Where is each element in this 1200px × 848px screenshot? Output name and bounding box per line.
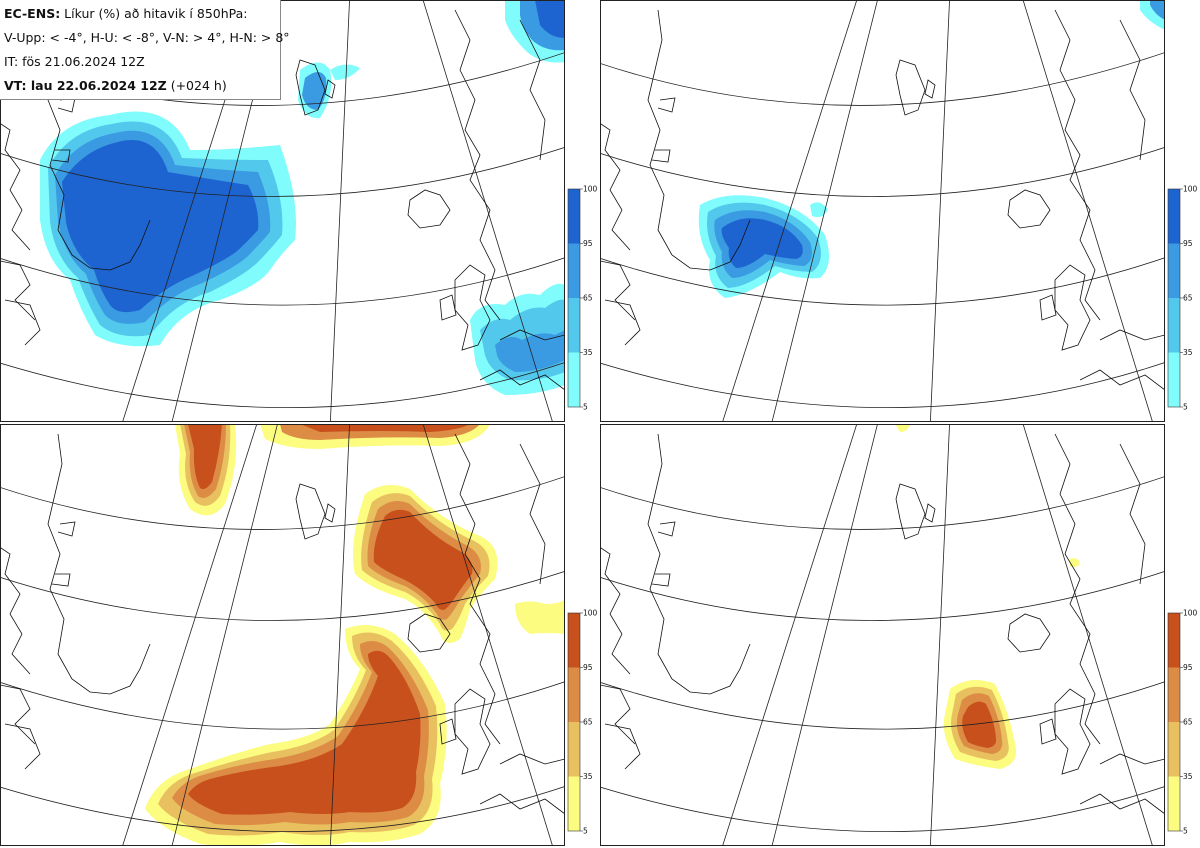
colorbar-tick-label: 35 (1183, 348, 1193, 357)
header-description: Líkur (%) að hitavik í 850hPa: (60, 6, 248, 21)
header-model: EC-ENS: (4, 6, 61, 21)
map-panel-v-n (0, 424, 565, 846)
header-valid-time: VT: lau 22.06.2024 12Z (4, 78, 167, 93)
colorbar-segment (1168, 613, 1180, 668)
colorbar-tick-label: 5 (583, 403, 588, 412)
colorbar-h-u: 5 35 65 95 100 (1167, 185, 1198, 412)
colorbar-segment (1168, 776, 1180, 831)
colorbar-segment (1168, 298, 1180, 353)
colorbar-tick-label: 95 (1183, 239, 1193, 248)
colorbar-v-upp: 5 35 65 95 100 (567, 185, 598, 412)
colorbar-tick-label: 65 (583, 294, 593, 303)
colorbar-segment (568, 352, 580, 407)
colorbar-tick-label: 100 (583, 609, 598, 618)
header-line-1: EC-ENS: Líkur (%) að hitavik í 850hPa: (4, 6, 248, 21)
colorbar-tick-label: 5 (1183, 827, 1188, 836)
colorbar-tick-label: 5 (583, 827, 588, 836)
colorbar-segment (568, 613, 580, 668)
colorbar-v-n: 5 35 65 95 100 (567, 609, 598, 836)
map-panel-h-n (600, 424, 1165, 846)
map-panel-h-u (600, 0, 1165, 422)
colorbar-segment (1168, 722, 1180, 777)
colorbar-segment (568, 243, 580, 298)
header-lead-time: (+024 h) (166, 78, 227, 93)
header-line-2: V-Upp: < -4°, H-U: < -8°, V-N: > 4°, H-N… (4, 30, 290, 45)
colorbar-segment (1168, 189, 1180, 244)
colorbar-tick-label: 95 (1183, 663, 1193, 672)
colorbar-tick-label: 5 (1183, 403, 1188, 412)
colorbar-segment (568, 667, 580, 722)
colorbar-segment (568, 189, 580, 244)
colorbar-tick-label: 95 (583, 239, 593, 248)
colorbar-segment (568, 722, 580, 777)
header-line-4: VT: lau 22.06.2024 12Z (+024 h) (4, 78, 227, 93)
colorbar-tick-label: 100 (583, 185, 598, 194)
colorbar-tick-label: 35 (583, 772, 593, 781)
colorbar-tick-label: 65 (1183, 718, 1193, 727)
colorbar-segment (1168, 352, 1180, 407)
colorbar-tick-label: 65 (1183, 294, 1193, 303)
colorbar-tick-label: 100 (1183, 609, 1198, 618)
colorbar-tick-label: 100 (1183, 185, 1198, 194)
colorbar-tick-label: 35 (1183, 772, 1193, 781)
colorbar-tick-label: 95 (583, 663, 593, 672)
colorbar-segment (568, 298, 580, 353)
header-init-time: IT: fös 21.06.2024 12Z (4, 54, 145, 69)
forecast-header: EC-ENS: Líkur (%) að hitavik í 850hPa: V… (0, 0, 290, 100)
colorbar-segment (568, 776, 580, 831)
colorbar-h-n: 5 35 65 95 100 (1167, 609, 1198, 836)
colorbar-segment (1168, 243, 1180, 298)
colorbar-tick-label: 35 (583, 348, 593, 357)
colorbar-segment (1168, 667, 1180, 722)
colorbar-tick-label: 65 (583, 718, 593, 727)
